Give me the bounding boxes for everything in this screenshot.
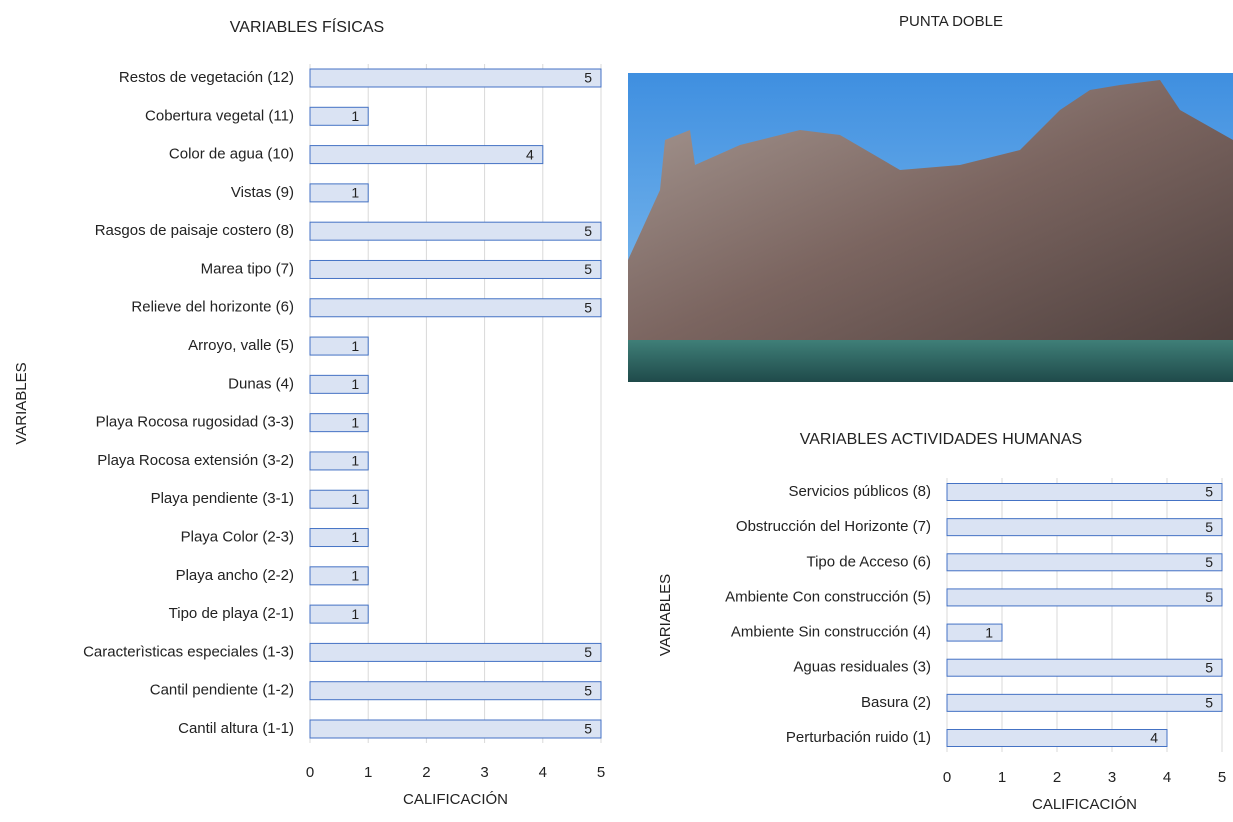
bar bbox=[309, 221, 602, 241]
value-label: 5 bbox=[584, 223, 592, 239]
value-label: 5 bbox=[1205, 519, 1213, 535]
bar bbox=[946, 658, 1223, 677]
value-label: 5 bbox=[1205, 484, 1213, 500]
y-tick-label: Playa Rocosa extensión (3-2) bbox=[97, 452, 294, 469]
bar bbox=[309, 451, 369, 471]
y-tick-label: Tipo de playa (2-1) bbox=[169, 605, 294, 622]
bar bbox=[946, 693, 1223, 712]
bar bbox=[309, 298, 602, 318]
y-tick-label: Restos de vegetación (12) bbox=[119, 69, 294, 86]
y-tick-label: Cantil altura (1-1) bbox=[178, 720, 294, 737]
bar bbox=[309, 68, 602, 88]
value-label: 1 bbox=[351, 606, 359, 622]
chart-title: VARIABLES FÍSICAS bbox=[230, 17, 384, 36]
chart-title: VARIABLES ACTIVIDADES HUMANAS bbox=[800, 431, 1082, 448]
y-tick-label: Relieve del horizonte (6) bbox=[131, 299, 294, 316]
value-label: 1 bbox=[351, 108, 359, 124]
y-tick-label: Ambiente Sin construcción (4) bbox=[731, 624, 931, 641]
value-label: 5 bbox=[1205, 695, 1213, 711]
x-tick-label: 1 bbox=[364, 764, 372, 781]
bar bbox=[946, 588, 1223, 607]
y-tick-label: Ambiente Con construcción (5) bbox=[725, 588, 931, 605]
y-tick-label: Playa pendiente (3-1) bbox=[151, 490, 294, 507]
x-tick-label: 0 bbox=[943, 769, 951, 786]
value-label: 5 bbox=[584, 70, 592, 86]
bar bbox=[946, 623, 1003, 642]
x-tick-label: 5 bbox=[1218, 769, 1226, 786]
bar bbox=[309, 145, 544, 165]
y-tick-label: Tipo de Acceso (6) bbox=[806, 553, 931, 570]
x-tick-label: 3 bbox=[1108, 769, 1116, 786]
x-tick-label: 4 bbox=[539, 764, 547, 781]
value-label: 5 bbox=[584, 721, 592, 737]
bar bbox=[309, 374, 369, 394]
value-label: 5 bbox=[584, 644, 592, 660]
bar bbox=[309, 566, 369, 586]
value-label: 5 bbox=[584, 299, 592, 315]
value-label: 1 bbox=[351, 185, 359, 201]
y-tick-label: Cantil pendiente (1-2) bbox=[150, 682, 294, 699]
bar bbox=[309, 413, 369, 433]
y-tick-label: Servicios públicos (8) bbox=[788, 483, 931, 500]
bar bbox=[309, 604, 369, 624]
bar bbox=[309, 489, 369, 509]
bar bbox=[946, 729, 1168, 747]
y-tick-label: Arroyo, valle (5) bbox=[188, 337, 294, 354]
y-tick-label: Dunas (4) bbox=[228, 375, 294, 392]
bar bbox=[309, 681, 602, 701]
bar bbox=[309, 106, 369, 126]
x-axis-label: CALIFICACIÓN bbox=[403, 791, 508, 808]
bar bbox=[309, 719, 602, 739]
y-tick-label: Aguas residuales (3) bbox=[793, 659, 931, 676]
value-label: 4 bbox=[1150, 730, 1158, 746]
x-tick-label: 2 bbox=[1053, 769, 1061, 786]
value-label: 4 bbox=[526, 146, 534, 162]
photo-title: PUNTA DOBLE bbox=[899, 13, 1003, 30]
y-tick-label: Vistas (9) bbox=[231, 184, 294, 201]
y-tick-label: Rasgos de paisaje costero (8) bbox=[95, 222, 294, 239]
y-tick-label: Basura (2) bbox=[861, 694, 931, 711]
bar bbox=[946, 553, 1223, 572]
y-axis-label: VARIABLES bbox=[13, 362, 30, 444]
bar bbox=[309, 642, 602, 662]
bar bbox=[309, 528, 369, 548]
y-tick-label: Marea tipo (7) bbox=[201, 260, 294, 277]
value-label: 1 bbox=[351, 491, 359, 507]
value-label: 5 bbox=[1205, 589, 1213, 605]
bar bbox=[309, 259, 602, 279]
bar bbox=[946, 483, 1223, 501]
bar bbox=[946, 518, 1223, 537]
x-tick-label: 1 bbox=[998, 769, 1006, 786]
value-label: 1 bbox=[351, 453, 359, 469]
y-tick-label: Caracterìsticas especiales (1-3) bbox=[83, 643, 294, 660]
y-tick-label: Perturbación ruido (1) bbox=[786, 729, 931, 746]
x-axis-label: CALIFICACIÓN bbox=[1032, 796, 1137, 813]
value-label: 5 bbox=[584, 261, 592, 277]
value-label: 5 bbox=[584, 682, 592, 698]
value-label: 1 bbox=[351, 414, 359, 430]
y-axis-label: VARIABLES bbox=[657, 574, 674, 656]
value-label: 1 bbox=[351, 529, 359, 545]
photo bbox=[628, 73, 1233, 382]
y-tick-label: Cobertura vegetal (11) bbox=[145, 107, 294, 124]
x-tick-label: 2 bbox=[422, 764, 430, 781]
value-label: 1 bbox=[985, 624, 993, 640]
x-tick-label: 3 bbox=[480, 764, 488, 781]
bar bbox=[309, 183, 369, 203]
value-label: 1 bbox=[351, 568, 359, 584]
value-label: 5 bbox=[1205, 554, 1213, 570]
x-tick-label: 0 bbox=[306, 764, 314, 781]
y-tick-label: Playa Rocosa rugosidad (3-3) bbox=[96, 414, 294, 431]
value-label: 1 bbox=[351, 338, 359, 354]
value-label: 5 bbox=[1205, 659, 1213, 675]
x-tick-label: 4 bbox=[1163, 769, 1171, 786]
y-tick-label: Playa ancho (2-2) bbox=[176, 567, 294, 584]
y-tick-label: Obstrucción del Horizonte (7) bbox=[736, 518, 931, 535]
x-tick-label: 5 bbox=[597, 764, 605, 781]
value-label: 1 bbox=[351, 376, 359, 392]
y-tick-label: Playa Color (2-3) bbox=[181, 528, 294, 545]
bar bbox=[309, 336, 369, 356]
y-tick-label: Color de agua (10) bbox=[169, 146, 294, 163]
